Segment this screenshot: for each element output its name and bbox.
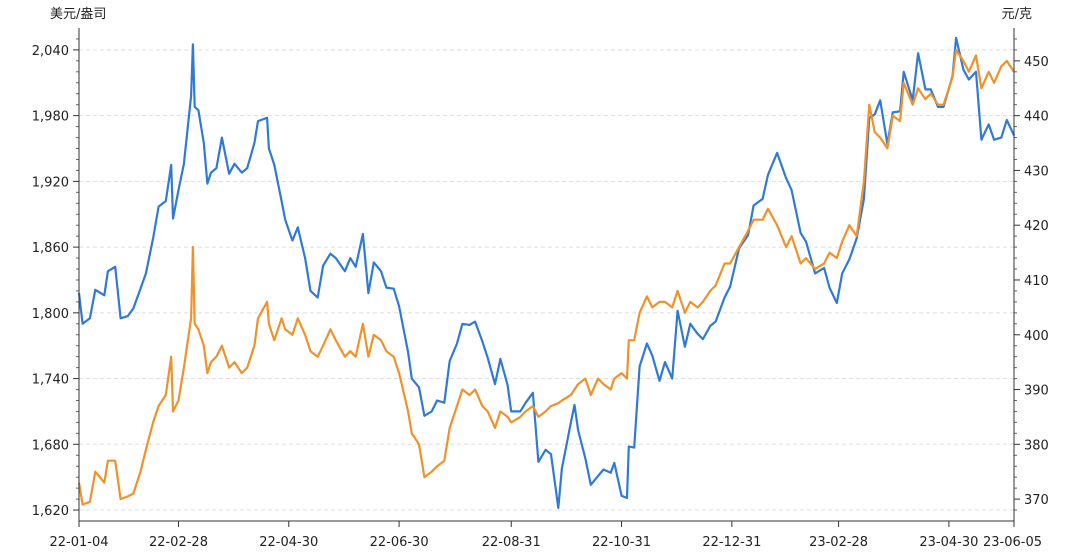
left-tick-label: 1,980 <box>32 110 69 125</box>
right-tick-label: 380 <box>1024 438 1049 453</box>
series-layer <box>77 36 1015 509</box>
left-axis-unit-label: 美元/盎司 <box>50 7 106 22</box>
left-tick-label: 1,680 <box>32 438 69 453</box>
right-tick-label: 420 <box>1024 219 1049 234</box>
right-tick-label: 410 <box>1024 274 1049 289</box>
right-axis-unit-label: 元/克 <box>1002 7 1032 22</box>
right-tick-label: 450 <box>1024 55 1049 70</box>
x-tick-label: 22-06-30 <box>370 535 429 550</box>
series-line-left-axis <box>77 36 1015 509</box>
gridlines <box>79 49 1014 511</box>
right-tick-label: 400 <box>1024 329 1049 344</box>
right-tick-label: 430 <box>1024 164 1049 179</box>
right-tick-label: 370 <box>1024 493 1049 508</box>
x-tick-label: 22-08-31 <box>482 535 541 550</box>
right-tick-label: 390 <box>1024 384 1049 399</box>
x-tick-label: 23-04-30 <box>919 535 978 550</box>
left-tick-label: 1,800 <box>32 307 69 322</box>
axes: 1,620 1,680 1,740 1,800 1,860 1,920 1,980 2,040… <box>32 28 1049 550</box>
x-tick-label: 22-04-30 <box>259 535 318 550</box>
left-tick-label: 2,040 <box>32 44 69 59</box>
x-tick-label: 22-12-31 <box>702 535 761 550</box>
left-tick-label: 1,620 <box>32 504 69 519</box>
x-tick-label: 22-01-04 <box>49 535 108 550</box>
left-tick-label: 1,740 <box>32 373 69 388</box>
x-tick-label: 23-06-05 <box>983 535 1042 550</box>
left-tick-label: 1,920 <box>32 175 69 190</box>
right-tick-label: 440 <box>1024 110 1049 125</box>
left-tick-label: 1,860 <box>32 241 69 256</box>
x-tick-label: 22-02-28 <box>149 535 208 550</box>
x-tick-label: 23-02-28 <box>809 535 868 550</box>
x-tick-label: 22-10-31 <box>592 535 651 550</box>
series-line-right-axis <box>77 48 1015 506</box>
